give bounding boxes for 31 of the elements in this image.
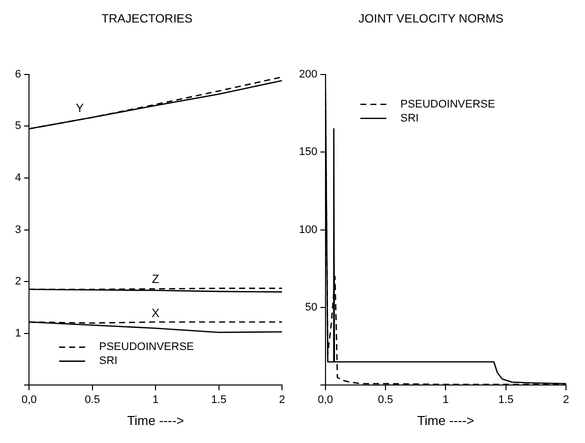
legend-label: SRI	[400, 112, 419, 124]
x-tick-label: 1	[152, 394, 159, 406]
y-tick-label: 3	[14, 224, 22, 236]
annotation: Y	[76, 100, 84, 115]
x-tick-label: 1	[442, 394, 449, 406]
y-tick-label: 4	[14, 172, 22, 184]
x-tick-label: 0,0	[318, 394, 333, 406]
y-tick-label: 1	[14, 327, 22, 340]
x-tick-label: 0.5	[84, 394, 100, 406]
annotation: X	[152, 306, 160, 320]
y-tick-label: 200	[298, 68, 318, 80]
annotation: Z	[152, 272, 160, 286]
legend-label: PSEUDOINVERSE	[99, 341, 194, 354]
y-tick-label: 2	[14, 276, 22, 288]
y-tick-label: 5	[14, 120, 22, 132]
y-tick-label: 50	[305, 302, 318, 314]
legend-label: SRI	[99, 355, 118, 368]
x-axis-title: Time ---->	[417, 412, 474, 428]
y-tick-label: 150	[298, 146, 318, 158]
x-tick-label: 1.5	[498, 394, 514, 406]
x-tick-label: 0.5	[378, 394, 394, 406]
chart-title: TRAJECTORIES	[101, 12, 193, 26]
chart-title: JOINT VELOCITY NORMS	[358, 12, 504, 26]
x-tick-label: 0,0	[21, 394, 37, 406]
y-tick-label: 6	[14, 68, 22, 80]
x-tick-label: 2	[562, 394, 570, 406]
legend-label: PSEUDOINVERSE	[400, 98, 496, 110]
y-tick-label: 100	[298, 224, 318, 236]
x-tick-label: 1.5	[211, 394, 226, 406]
x-axis-title: Time ---->	[127, 412, 184, 428]
x-tick-label: 2	[278, 394, 286, 406]
